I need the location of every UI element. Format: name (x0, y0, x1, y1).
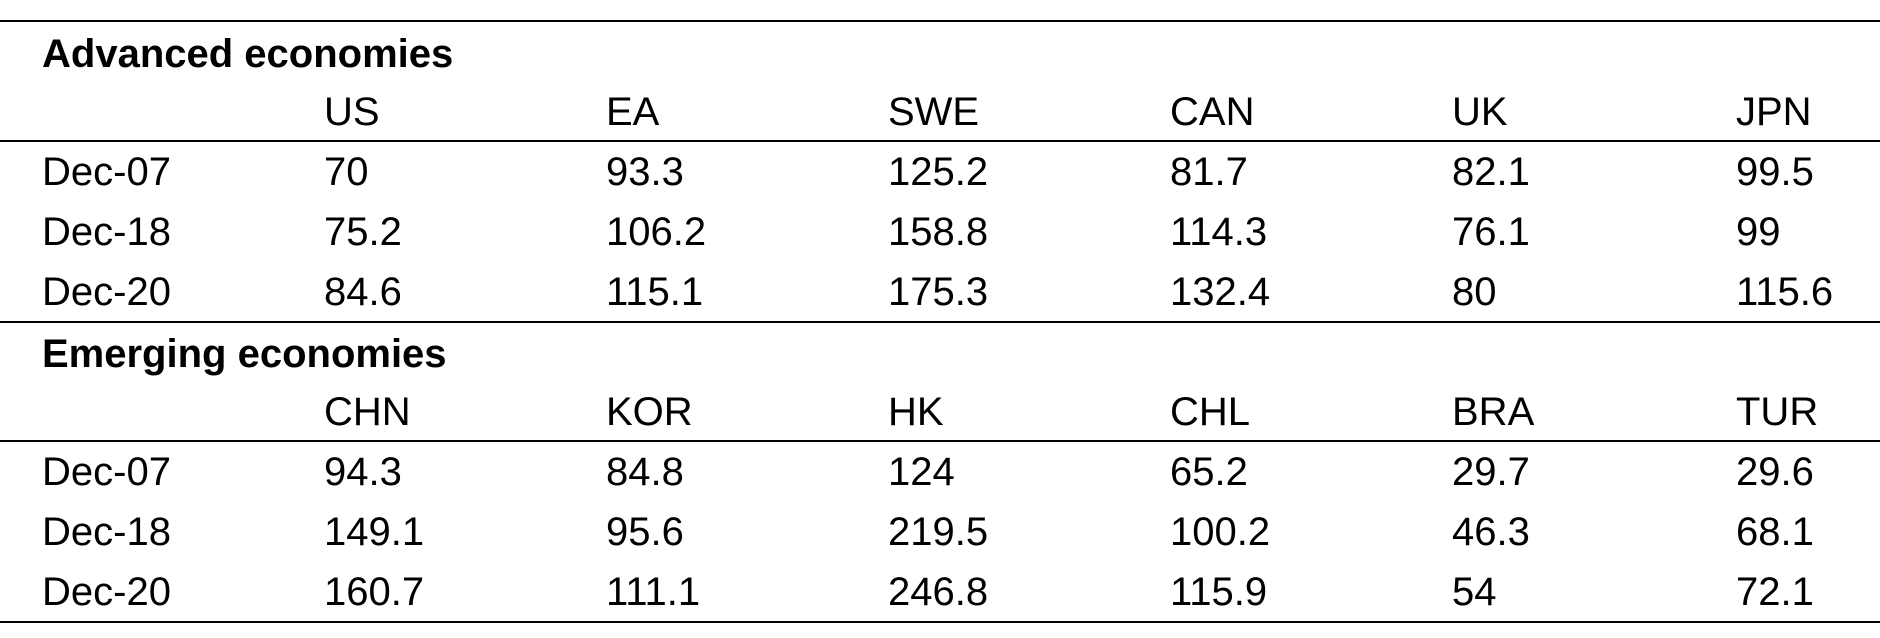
cell-value: 80 (1452, 270, 1497, 314)
cell-value: 29.7 (1452, 450, 1530, 494)
cell-value: 99.5 (1736, 150, 1814, 194)
cell-value: 95.6 (606, 510, 684, 554)
row-label: Dec-20 (42, 570, 171, 614)
column-header: CHL (1170, 390, 1251, 434)
cell-value: 158.8 (888, 210, 989, 254)
row-label: Dec-07 (42, 150, 171, 194)
cell-value: 82.1 (1452, 150, 1530, 194)
cell-value: 70 (324, 150, 369, 194)
cell-value: 76.1 (1452, 210, 1530, 254)
cell-value: 75.2 (324, 210, 402, 254)
cell-value: 72.1 (1736, 570, 1814, 614)
section-title: Advanced economies (42, 32, 454, 76)
cell-value: 81.7 (1170, 150, 1248, 194)
cell-value: 219.5 (888, 510, 989, 554)
cell-value: 100.2 (1170, 510, 1271, 554)
header-rule (0, 140, 1880, 142)
section-rule (0, 621, 1880, 623)
cell-value: 68.1 (1736, 510, 1814, 554)
column-header: EA (606, 90, 660, 134)
column-header: KOR (606, 390, 693, 434)
cell-value: 125.2 (888, 150, 989, 194)
cell-value: 46.3 (1452, 510, 1530, 554)
cell-value: 160.7 (324, 570, 425, 614)
cell-value: 175.3 (888, 270, 989, 314)
cell-value: 93.3 (606, 150, 684, 194)
row-label: Dec-07 (42, 450, 171, 494)
row-label: Dec-18 (42, 510, 171, 554)
cell-value: 132.4 (1170, 270, 1271, 314)
cell-value: 124 (888, 450, 955, 494)
row-label: Dec-18 (42, 210, 171, 254)
cell-value: 111.1 (606, 570, 701, 614)
cell-value: 115.6 (1736, 270, 1834, 314)
cell-value: 99 (1736, 210, 1781, 254)
cell-value: 149.1 (324, 510, 425, 554)
header-rule (0, 440, 1880, 442)
cell-value: 29.6 (1736, 450, 1814, 494)
cell-value: 115.9 (1170, 570, 1268, 614)
section-title: Emerging economies (42, 332, 447, 376)
section-rule (0, 321, 1880, 323)
column-header: UK (1452, 90, 1508, 134)
column-header: CAN (1170, 90, 1255, 134)
cell-value: 94.3 (324, 450, 402, 494)
column-header: SWE (888, 90, 980, 134)
column-header: TUR (1736, 390, 1819, 434)
column-header: JPN (1736, 90, 1812, 134)
cell-value: 54 (1452, 570, 1497, 614)
cell-value: 65.2 (1170, 450, 1248, 494)
top-rule (0, 20, 1880, 22)
cell-value: 84.6 (324, 270, 402, 314)
cell-value: 106.2 (606, 210, 707, 254)
row-label: Dec-20 (42, 270, 171, 314)
column-header: US (324, 90, 380, 134)
cell-value: 115.1 (606, 270, 704, 314)
cell-value: 84.8 (606, 450, 684, 494)
column-header: HK (888, 390, 944, 434)
column-header: CHN (324, 390, 411, 434)
column-header: BRA (1452, 390, 1535, 434)
cell-value: 246.8 (888, 570, 989, 614)
cell-value: 114.3 (1170, 210, 1268, 254)
